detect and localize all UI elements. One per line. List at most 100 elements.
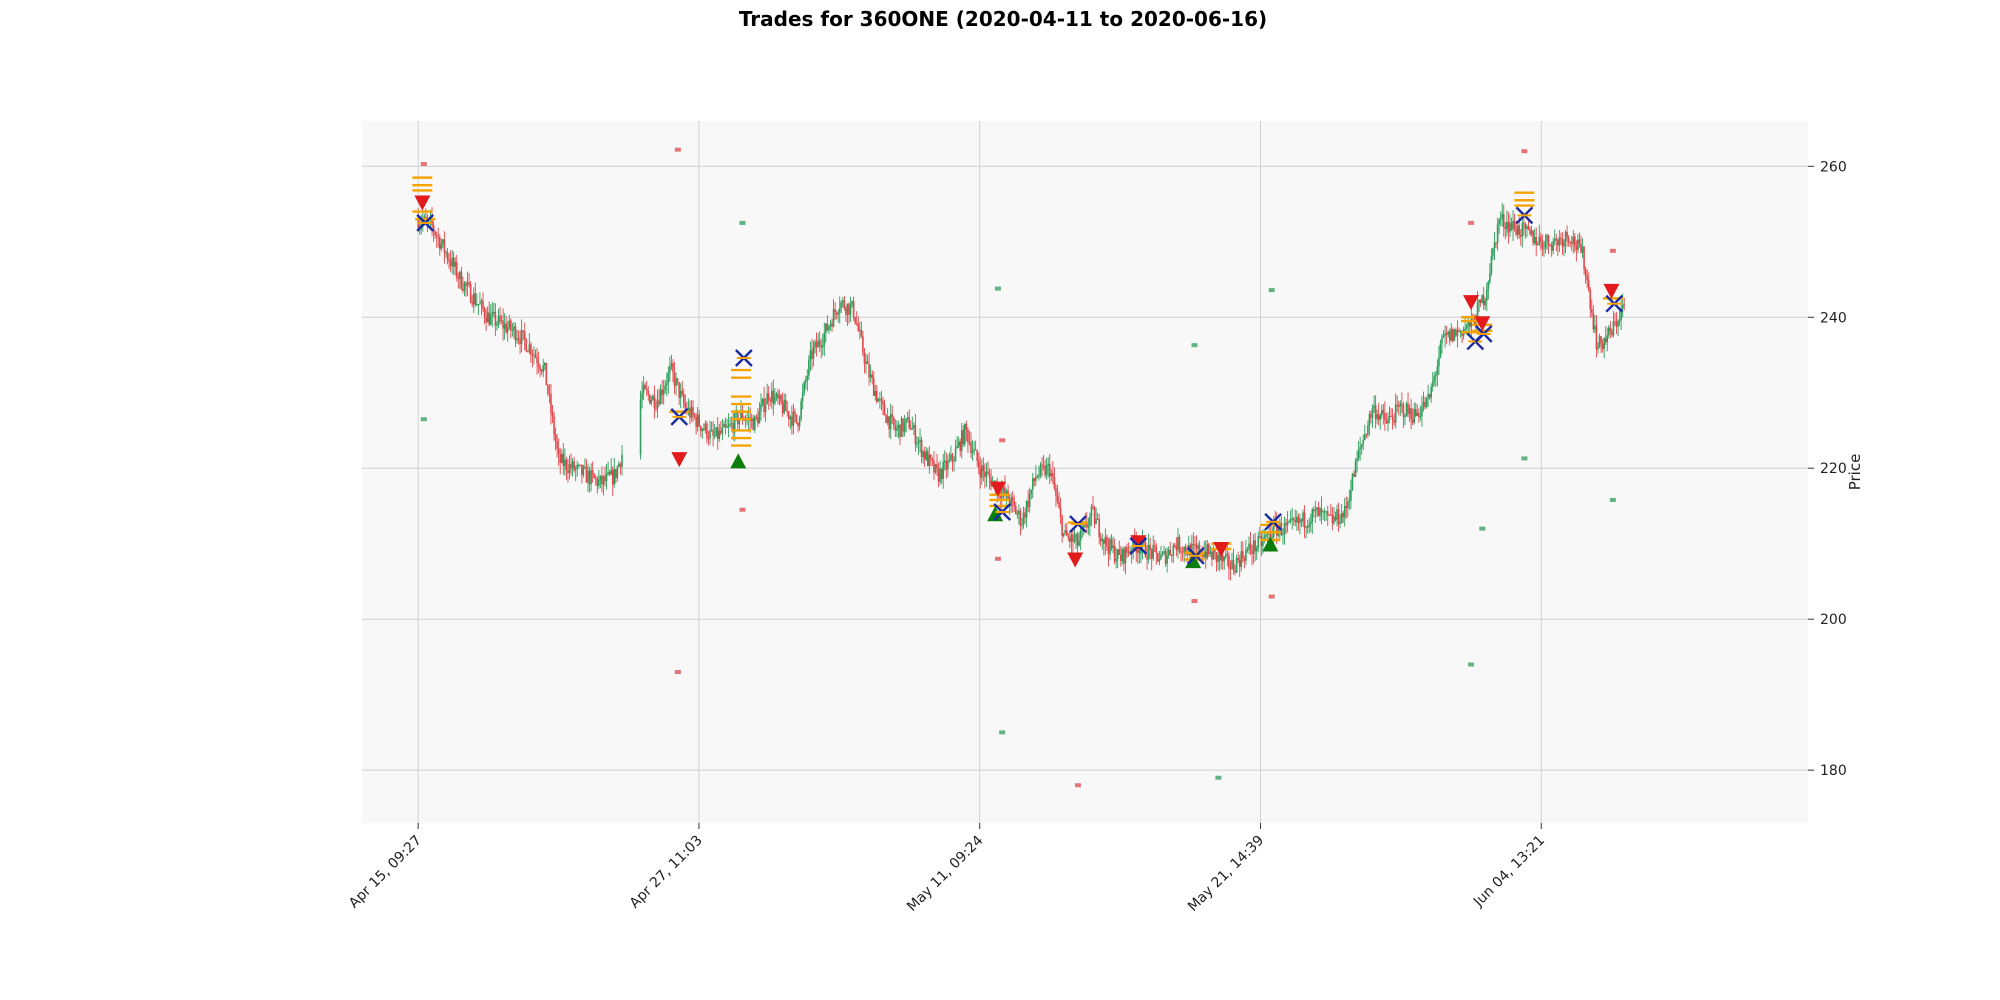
candle-body xyxy=(1019,510,1022,526)
candle-body xyxy=(1271,537,1273,539)
candle-body xyxy=(682,394,685,404)
candle-body xyxy=(706,423,708,439)
x-tick-label: Apr 27, 11:03 xyxy=(627,833,706,912)
candle-body xyxy=(1323,511,1326,513)
candle-body xyxy=(684,403,687,408)
candle-body xyxy=(977,461,980,469)
candle-body xyxy=(582,466,585,476)
candle-body xyxy=(933,460,935,473)
candle-body xyxy=(1533,237,1536,244)
exit-marker xyxy=(1605,294,1624,313)
candle-body xyxy=(619,463,622,468)
candle-body xyxy=(1073,539,1076,542)
candle-body xyxy=(1431,381,1434,388)
candle-body xyxy=(1005,490,1008,496)
candle-body xyxy=(1069,537,1071,542)
candle-body xyxy=(1255,547,1258,552)
candle-body xyxy=(1297,516,1300,524)
candle-body xyxy=(1617,320,1619,327)
candle-body xyxy=(445,252,447,254)
candle-body xyxy=(1445,333,1448,335)
candle-body xyxy=(662,390,665,395)
candle-body xyxy=(610,469,612,475)
candle-body xyxy=(920,439,923,458)
candle-body xyxy=(1360,443,1363,448)
candle-body xyxy=(1430,387,1432,398)
candle-body xyxy=(769,400,772,402)
candle-body xyxy=(1584,269,1587,276)
candle-body xyxy=(964,424,966,445)
candle-body xyxy=(1302,512,1304,522)
candle-body xyxy=(1132,536,1134,552)
outlier-ticks xyxy=(420,147,1616,788)
candle-body xyxy=(1615,321,1618,327)
candle-body xyxy=(1414,408,1417,416)
candle-body xyxy=(511,329,514,331)
candle-body xyxy=(959,441,961,451)
candle-body xyxy=(971,451,974,454)
candle-body xyxy=(1203,551,1205,557)
candle-body xyxy=(852,301,855,317)
candle-body xyxy=(526,351,529,353)
candle-body xyxy=(1252,540,1255,554)
candle-body xyxy=(1245,549,1247,561)
candle-body xyxy=(1028,493,1031,508)
candle-body xyxy=(1499,218,1502,220)
candle-body xyxy=(1106,536,1108,547)
candle-body xyxy=(1577,239,1579,250)
candle-body xyxy=(443,239,446,253)
candle-body xyxy=(1237,557,1239,560)
candle-body xyxy=(1501,214,1504,219)
candle-body xyxy=(1574,236,1576,246)
candle-body xyxy=(1319,508,1321,517)
candle-body xyxy=(1397,405,1400,407)
candle-body xyxy=(516,338,518,341)
candle-body xyxy=(1504,226,1507,230)
candle-body xyxy=(591,469,594,474)
candle-body xyxy=(1064,530,1067,534)
y-tick-label: 200 xyxy=(1820,612,1847,628)
outlier-tick xyxy=(1468,220,1475,225)
candle-body xyxy=(849,304,852,315)
candle-body xyxy=(1326,511,1329,515)
candle-body xyxy=(1067,535,1070,538)
candle-body xyxy=(1345,506,1348,508)
candle-body xyxy=(1248,543,1250,549)
candle-body xyxy=(460,271,463,289)
candle-body xyxy=(1075,534,1077,540)
candle-body xyxy=(709,430,711,439)
candle-body xyxy=(564,459,566,467)
candle-body xyxy=(574,468,577,471)
candle-body xyxy=(650,399,653,404)
candle-body xyxy=(1342,513,1344,518)
candle-body xyxy=(1241,551,1244,559)
candle-body xyxy=(869,374,872,378)
candle-body xyxy=(588,470,591,485)
candle-body xyxy=(735,412,738,414)
candle-body xyxy=(1286,522,1289,526)
candle-body xyxy=(618,463,620,467)
candle-body xyxy=(704,423,707,430)
candle-body xyxy=(1418,412,1420,417)
candle-body xyxy=(1532,230,1534,244)
candle-body xyxy=(1540,236,1542,242)
candle-body xyxy=(659,389,662,405)
candle-body xyxy=(1427,394,1429,399)
candle-body xyxy=(455,262,458,278)
candle-body xyxy=(934,464,937,473)
candle-body xyxy=(897,424,900,429)
candle-body xyxy=(1356,458,1358,462)
candle-body xyxy=(1422,401,1425,408)
candle-body xyxy=(874,390,877,396)
candle-body xyxy=(1311,509,1314,522)
candle-body xyxy=(1092,506,1094,508)
candle-body xyxy=(692,406,694,415)
candle-body xyxy=(1257,536,1260,548)
candle-body xyxy=(831,323,833,327)
candle-body xyxy=(1234,570,1236,573)
candle-body xyxy=(647,390,650,395)
candle-body xyxy=(985,471,988,478)
candle-body xyxy=(437,236,440,238)
candle-body xyxy=(570,464,572,469)
candle-body xyxy=(669,366,671,373)
